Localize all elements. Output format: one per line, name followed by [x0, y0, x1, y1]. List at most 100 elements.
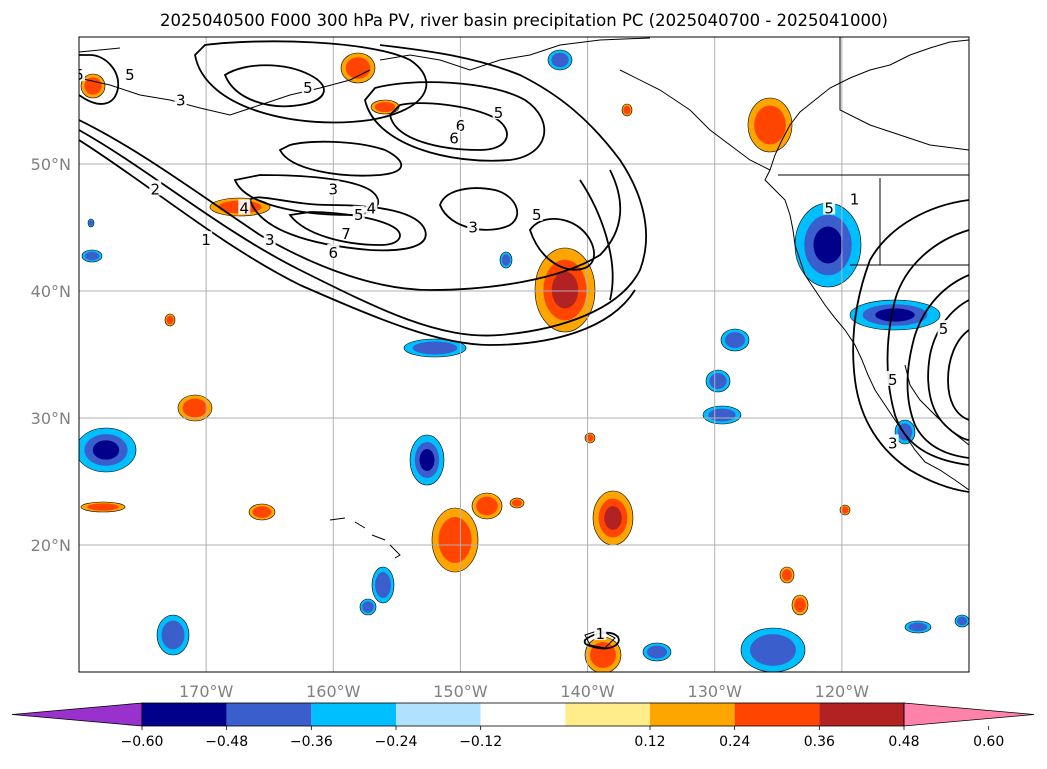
colorbar-extend-min: [11, 702, 143, 727]
coast-segment: [354, 521, 366, 529]
lat-tick-label: 50°N: [31, 155, 71, 174]
coast-segment: [379, 37, 651, 71]
pv-contour-label: 5: [532, 206, 542, 224]
coast-segment: [764, 39, 969, 491]
colorbar-bin: [650, 703, 735, 726]
neg-blob-42n-146w: [499, 251, 513, 269]
coast-segment: [389, 544, 401, 559]
neg-blob-27n-154w: [409, 434, 445, 486]
lon-tick-labels: 170°W 160°W 150°W 140°W 130°W 120°W: [179, 682, 869, 701]
colorbar-bin: [565, 703, 650, 726]
colorbar-tick-label: −0.36: [290, 734, 333, 750]
pv-contour-label: 5: [74, 66, 84, 84]
colorbar-tick-label: 0.36: [804, 734, 835, 750]
lon-tick-label: 170°W: [179, 682, 234, 701]
colorbar-tick-label: 0.48: [888, 734, 919, 750]
neg-blob-15n-158w: [359, 598, 377, 616]
pv-contour-label: 7: [341, 225, 351, 243]
pos-blob-38n-172w: [164, 313, 176, 327]
neg-blob-30n-132w: [702, 405, 742, 425]
colorbar-tick-label: 0.12: [634, 734, 665, 750]
pos-blob-15n-123w: [791, 594, 809, 616]
lon-tick-label: 130°W: [688, 682, 743, 701]
pv-contour-label: 1: [850, 191, 860, 209]
pv-contour-line: [579, 179, 614, 301]
lat-tick-label: 20°N: [31, 536, 71, 555]
map-background: [79, 37, 969, 672]
neg-blob-42n-179w: [81, 249, 103, 263]
pv-contour-label: 5: [888, 371, 898, 389]
coast-segment: [79, 69, 371, 116]
coast-segment: [329, 517, 346, 521]
lat-tick-label: 30°N: [31, 409, 71, 428]
map-frame: [78, 36, 970, 673]
pv-contour-label: 6: [329, 244, 339, 262]
lon-tick-label: 140°W: [560, 682, 615, 701]
pv-contour-line: [278, 140, 402, 177]
lat-tick-labels: 50°N 40°N 30°N 20°N: [31, 155, 71, 555]
pos-blob-23n-147w: [471, 492, 503, 520]
gridlines: [79, 37, 969, 672]
neg-blob-14n-114w: [904, 620, 932, 634]
coast-segment: [619, 69, 771, 171]
pv-contour-line: [886, 229, 969, 466]
pv-contour-label: 3: [329, 180, 339, 198]
neg-blob-58n-141w: [547, 49, 573, 71]
pv-contour-label: 5: [125, 66, 135, 84]
pv-contour-label: 6: [456, 117, 466, 135]
pv-contour-line: [79, 119, 622, 291]
pv-contour-line: [389, 102, 508, 151]
pv-contour-line: [249, 196, 427, 252]
pv-contour-line: [947, 329, 969, 421]
colorbar-bin: [226, 703, 312, 726]
pv-contour-label: 5: [354, 206, 364, 224]
neg-blob-43n-120w: [794, 202, 862, 288]
pv-contour-line: [79, 44, 647, 337]
colorbar: −0.60 −0.48 −0.36 −0.24 −0.12 0.12 0.24 0.36 0.4…: [11, 702, 1035, 750]
pv-contour-label: 1: [596, 625, 606, 643]
lon-tick-label: 160°W: [306, 682, 361, 701]
pos-blob-20n-152w: [431, 507, 479, 573]
pv-contour-label: 5: [939, 320, 949, 338]
coast-segment: [839, 37, 969, 151]
pv-contour-label: 3: [468, 219, 478, 237]
pv-contour-line: [906, 274, 969, 459]
precipitation-shading: [79, 49, 969, 672]
colorbar-tick-label: 0.24: [719, 734, 750, 750]
pv-contour-label: 4: [367, 199, 377, 217]
neg-blob-12n-125w: [740, 627, 806, 672]
colorbar-tick-label: −0.24: [375, 734, 418, 750]
pos-blob-54n-156w: [370, 99, 400, 115]
colorbar-tick-label: 0.60: [973, 734, 1004, 750]
neg-blob-38n-117w: [849, 299, 941, 331]
pos-blob-30n-171w: [177, 394, 213, 422]
neg-blob-13n-172w: [156, 614, 190, 656]
pv-contour-label: 3: [265, 231, 275, 249]
colorbar-extend-max: [903, 702, 1035, 727]
pv-contour-line: [79, 54, 119, 105]
colorbar-tick-label: −0.48: [205, 734, 248, 750]
pos-blob-23n-120w: [839, 504, 851, 516]
pos-blob-17n-124w: [779, 566, 795, 584]
pos-blob-41n-142w: [534, 247, 596, 333]
neg-blob-45n-179w: [87, 218, 95, 228]
colorbar-bin: [396, 703, 481, 726]
pos-blob-22n-165w: [248, 503, 276, 521]
colorbar-tick-label: −0.12: [459, 734, 502, 750]
pos-blob-28n-141w: [584, 432, 596, 444]
pv-contour-line: [194, 40, 428, 124]
neg-blob-12n-136w: [642, 642, 672, 662]
neg-blob-36n-154w: [403, 338, 467, 358]
colorbar-tick-label: −0.60: [121, 734, 164, 750]
neg-blob-16n-157w: [371, 566, 395, 604]
coast-segment: [371, 534, 386, 541]
figure-title: 2025040500 F000 300 hPa PV, river basin …: [160, 11, 888, 30]
pv-contour-line: [529, 217, 595, 271]
pv-contour-label: 3: [176, 92, 186, 110]
pos-blob-23n-178w: [80, 501, 126, 513]
pos-blob-22n-138w: [592, 490, 634, 546]
pos-blob-52n-127w: [747, 97, 793, 153]
colorbar-bin: [734, 703, 820, 726]
pv-contour-label: 4: [240, 199, 250, 217]
